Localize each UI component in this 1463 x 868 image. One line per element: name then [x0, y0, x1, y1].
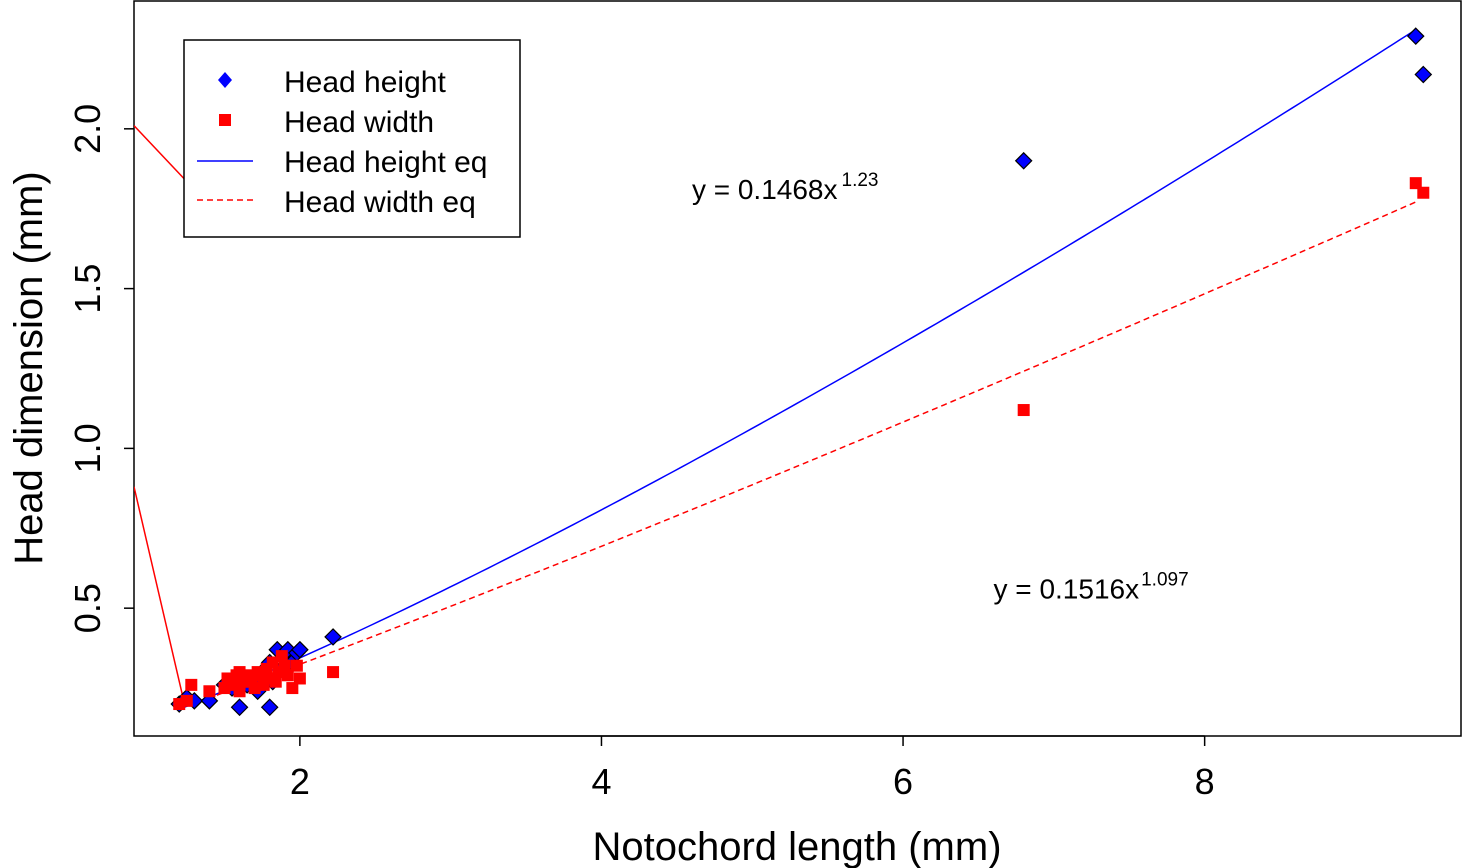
- head-width-point: [290, 659, 303, 672]
- data-points: [170, 27, 1433, 717]
- head-width-point: [180, 694, 193, 707]
- head-width-point: [1409, 177, 1422, 190]
- head-width-point: [327, 666, 340, 679]
- head-width-point: [248, 682, 261, 695]
- y-tick-label: 2.0: [67, 104, 108, 154]
- legend-item-head-width-eq: Head width eq: [197, 186, 476, 219]
- head-height-fit-line: [178, 29, 1417, 710]
- y-tick-label: 1.0: [67, 423, 108, 473]
- y-tick-label: 0.5: [67, 583, 108, 633]
- head-width-point: [275, 650, 288, 663]
- head-width-point: [293, 672, 306, 685]
- head-height-point: [230, 698, 249, 717]
- square-marker-icon: [219, 114, 231, 126]
- legend-label: Head width: [284, 106, 434, 139]
- leader-line: [134, 486, 185, 702]
- x-axis-title: Notochord length (mm): [592, 825, 1001, 868]
- head-width-point: [203, 685, 216, 698]
- head-width-fit-line: [178, 201, 1417, 710]
- equation-label-width: y = 0.1516x 1.097: [994, 570, 1189, 605]
- legend-item-head-height: Head height: [218, 66, 446, 99]
- head-height-point: [291, 640, 309, 659]
- y-tick-label: 1.5: [67, 264, 108, 314]
- legend-item-head-width: Head width: [219, 106, 434, 139]
- head-width-point: [233, 685, 246, 698]
- legend-item-head-height-eq: Head height eq: [197, 146, 488, 179]
- legend: Head height Head width Head height eq He…: [183, 39, 521, 238]
- legend-box: [183, 39, 521, 238]
- legend-label: Head height: [284, 66, 446, 99]
- head-height-point: [1414, 65, 1433, 84]
- head-height-point: [1014, 151, 1033, 170]
- head-width-point: [1017, 404, 1030, 417]
- head-height-point: [324, 628, 342, 646]
- head-height-point: [260, 698, 279, 717]
- diamond-marker-icon: [218, 72, 232, 88]
- x-axis: 2 4 6 8: [290, 735, 1215, 802]
- head-height-point: [1406, 27, 1425, 46]
- y-axis-title: Head dimension (mm): [7, 171, 51, 564]
- head-width-point: [266, 656, 279, 669]
- x-tick-label: 4: [591, 761, 611, 802]
- y-axis: 0.5 1.0 1.5 2.0: [67, 104, 134, 633]
- legend-label: Head width eq: [284, 186, 476, 219]
- head-width-point: [281, 669, 294, 682]
- head-width-point: [286, 682, 299, 695]
- equation-label-height: y = 0.1468x 1.23: [692, 170, 879, 205]
- fit-lines: [178, 29, 1417, 710]
- x-tick-label: 6: [893, 761, 913, 802]
- x-tick-label: 2: [290, 761, 310, 802]
- legend-label: Head height eq: [284, 146, 488, 179]
- equation-text: y = 0.1468x 1.23: [692, 170, 879, 205]
- head-width-point: [1417, 186, 1430, 199]
- head-width-point: [269, 675, 282, 688]
- head-width-point: [278, 659, 291, 672]
- head-width-point: [185, 678, 198, 691]
- equation-text: y = 0.1516x 1.097: [994, 570, 1189, 605]
- x-tick-label: 8: [1195, 761, 1215, 802]
